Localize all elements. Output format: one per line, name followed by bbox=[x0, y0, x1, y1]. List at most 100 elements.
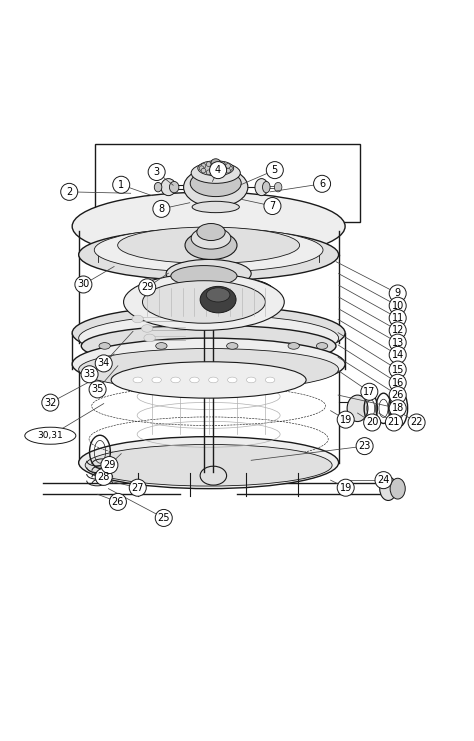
Ellipse shape bbox=[166, 259, 251, 288]
Text: 5: 5 bbox=[272, 165, 278, 175]
Circle shape bbox=[81, 366, 98, 383]
Circle shape bbox=[101, 456, 118, 473]
Circle shape bbox=[266, 162, 283, 179]
Ellipse shape bbox=[155, 182, 162, 192]
Ellipse shape bbox=[206, 288, 230, 302]
Ellipse shape bbox=[228, 377, 237, 383]
Circle shape bbox=[356, 438, 373, 455]
Circle shape bbox=[375, 471, 392, 488]
Circle shape bbox=[201, 168, 206, 173]
Circle shape bbox=[389, 400, 406, 417]
Circle shape bbox=[389, 322, 406, 339]
Ellipse shape bbox=[255, 179, 268, 196]
Ellipse shape bbox=[192, 202, 239, 213]
Text: 23: 23 bbox=[358, 441, 371, 451]
Circle shape bbox=[361, 383, 378, 400]
Ellipse shape bbox=[94, 228, 323, 272]
Text: 9: 9 bbox=[395, 288, 401, 299]
Circle shape bbox=[337, 479, 354, 496]
Circle shape bbox=[206, 162, 211, 167]
Text: 27: 27 bbox=[131, 482, 144, 493]
Ellipse shape bbox=[161, 179, 176, 196]
Ellipse shape bbox=[79, 348, 338, 390]
Circle shape bbox=[109, 494, 127, 511]
Circle shape bbox=[153, 200, 170, 217]
Ellipse shape bbox=[198, 161, 234, 176]
Ellipse shape bbox=[144, 334, 155, 342]
Ellipse shape bbox=[209, 377, 218, 383]
Circle shape bbox=[148, 164, 165, 181]
Circle shape bbox=[389, 285, 406, 302]
Ellipse shape bbox=[191, 227, 231, 249]
Text: 20: 20 bbox=[366, 417, 378, 428]
Circle shape bbox=[201, 164, 206, 168]
Circle shape bbox=[95, 468, 112, 485]
Bar bbox=[95, 144, 360, 222]
Ellipse shape bbox=[200, 466, 227, 485]
Circle shape bbox=[61, 183, 78, 200]
Text: 18: 18 bbox=[392, 403, 404, 413]
Text: 6: 6 bbox=[319, 179, 325, 189]
Ellipse shape bbox=[263, 182, 270, 193]
Ellipse shape bbox=[118, 227, 300, 264]
Circle shape bbox=[89, 381, 106, 398]
Circle shape bbox=[226, 168, 230, 173]
Circle shape bbox=[210, 162, 227, 179]
Text: 19: 19 bbox=[339, 415, 352, 425]
Text: 12: 12 bbox=[392, 325, 404, 336]
Circle shape bbox=[139, 279, 156, 296]
Ellipse shape bbox=[85, 445, 332, 486]
Circle shape bbox=[314, 176, 330, 193]
Text: 4: 4 bbox=[215, 165, 221, 175]
Ellipse shape bbox=[79, 436, 338, 488]
Ellipse shape bbox=[171, 265, 237, 286]
Ellipse shape bbox=[72, 305, 345, 360]
Circle shape bbox=[264, 198, 281, 215]
Ellipse shape bbox=[111, 362, 306, 398]
Circle shape bbox=[389, 334, 406, 351]
Circle shape bbox=[213, 170, 218, 176]
Text: 19: 19 bbox=[339, 482, 352, 493]
Text: 35: 35 bbox=[91, 385, 104, 394]
Ellipse shape bbox=[317, 342, 328, 349]
Text: 29: 29 bbox=[141, 282, 154, 292]
Ellipse shape bbox=[171, 377, 180, 383]
Ellipse shape bbox=[143, 281, 265, 323]
Text: 30,31: 30,31 bbox=[37, 431, 63, 440]
Text: 1: 1 bbox=[118, 180, 124, 190]
Circle shape bbox=[95, 355, 112, 372]
Text: 14: 14 bbox=[392, 350, 404, 360]
Circle shape bbox=[206, 170, 211, 175]
Circle shape bbox=[389, 387, 406, 404]
Text: 34: 34 bbox=[98, 359, 110, 368]
Circle shape bbox=[337, 411, 354, 428]
Ellipse shape bbox=[227, 342, 238, 349]
Ellipse shape bbox=[390, 478, 405, 499]
Ellipse shape bbox=[25, 428, 76, 444]
Ellipse shape bbox=[200, 286, 236, 313]
Ellipse shape bbox=[183, 167, 248, 207]
Ellipse shape bbox=[152, 377, 161, 383]
Text: 10: 10 bbox=[392, 301, 404, 310]
Ellipse shape bbox=[380, 477, 397, 500]
Text: 26: 26 bbox=[392, 390, 404, 400]
Text: 30: 30 bbox=[77, 279, 90, 290]
Circle shape bbox=[389, 361, 406, 378]
Circle shape bbox=[389, 374, 406, 391]
Circle shape bbox=[389, 297, 406, 314]
Ellipse shape bbox=[132, 315, 144, 323]
Ellipse shape bbox=[156, 342, 167, 349]
Text: 15: 15 bbox=[392, 365, 404, 374]
Ellipse shape bbox=[142, 325, 153, 332]
Ellipse shape bbox=[79, 229, 338, 281]
Text: 28: 28 bbox=[98, 472, 110, 482]
Text: 26: 26 bbox=[112, 497, 124, 507]
Ellipse shape bbox=[169, 182, 179, 193]
Text: 17: 17 bbox=[363, 387, 375, 396]
Ellipse shape bbox=[72, 192, 345, 261]
Text: 11: 11 bbox=[392, 313, 404, 323]
Text: 25: 25 bbox=[157, 513, 170, 523]
Text: 3: 3 bbox=[154, 167, 160, 177]
Circle shape bbox=[228, 166, 232, 170]
Ellipse shape bbox=[124, 273, 284, 330]
